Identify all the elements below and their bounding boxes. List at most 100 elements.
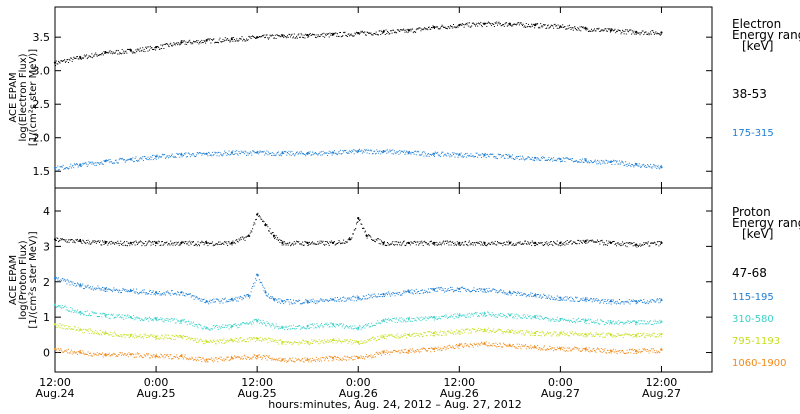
scatter-dot-proton-47-68 bbox=[292, 243, 293, 244]
scatter-dot-proton-115-195 bbox=[75, 283, 76, 284]
scatter-dot-electron-38-53 bbox=[587, 29, 588, 30]
scatter-dot-proton-47-68 bbox=[400, 242, 401, 243]
scatter-dot-electron-175-315 bbox=[409, 151, 410, 152]
scatter-dot-proton-310-580 bbox=[380, 323, 381, 324]
scatter-dot-proton-47-68 bbox=[244, 237, 245, 238]
scatter-dot-proton-795-1193 bbox=[645, 337, 646, 338]
scatter-dot-proton-47-68 bbox=[373, 240, 374, 241]
scatter-dot-proton-795-1193 bbox=[439, 332, 440, 333]
scatter-dot-electron-175-315 bbox=[317, 155, 318, 156]
scatter-dot-proton-115-195 bbox=[172, 290, 173, 291]
scatter-dot-proton-115-195 bbox=[209, 301, 210, 302]
scatter-dot-proton-795-1193 bbox=[414, 336, 415, 337]
scatter-dot-proton-47-68 bbox=[267, 224, 268, 225]
scatter-dot-proton-47-68 bbox=[505, 244, 506, 245]
scatter-dot-electron-175-315 bbox=[235, 151, 236, 152]
scatter-dot-electron-38-53 bbox=[189, 40, 190, 41]
scatter-dot-proton-795-1193 bbox=[177, 336, 178, 337]
scatter-dot-proton-47-68 bbox=[640, 244, 641, 245]
scatter-dot-proton-115-195 bbox=[587, 299, 588, 300]
scatter-dot-proton-795-1193 bbox=[68, 326, 69, 327]
scatter-dot-proton-795-1193 bbox=[547, 332, 548, 333]
scatter-dot-proton-115-195 bbox=[422, 289, 423, 290]
scatter-dot-electron-38-53 bbox=[608, 28, 609, 29]
scatter-dot-proton-47-68 bbox=[386, 245, 387, 246]
scatter-dot-proton-795-1193 bbox=[409, 333, 410, 334]
scatter-dot-electron-175-315 bbox=[185, 154, 186, 155]
scatter-dot-electron-175-315 bbox=[440, 156, 441, 157]
scatter-dot-proton-115-195 bbox=[269, 297, 270, 298]
scatter-dot-electron-175-315 bbox=[470, 156, 471, 157]
scatter-dot-electron-38-53 bbox=[504, 26, 505, 27]
scatter-dot-proton-795-1193 bbox=[444, 332, 445, 333]
scatter-dot-proton-115-195 bbox=[644, 302, 645, 303]
scatter-dot-proton-47-68 bbox=[392, 241, 393, 242]
scatter-dot-proton-795-1193 bbox=[351, 342, 352, 343]
scatter-dot-proton-115-195 bbox=[606, 303, 607, 304]
scatter-dot-proton-47-68 bbox=[275, 237, 276, 238]
scatter-dot-proton-310-580 bbox=[198, 327, 199, 328]
scatter-dot-proton-115-195 bbox=[61, 280, 62, 281]
scatter-dot-proton-115-195 bbox=[153, 291, 154, 292]
scatter-dot-electron-175-315 bbox=[369, 153, 370, 154]
scatter-dot-proton-795-1193 bbox=[287, 342, 288, 343]
scatter-dot-proton-47-68 bbox=[349, 237, 350, 238]
scatter-dot-proton-310-580 bbox=[508, 314, 509, 315]
scatter-dot-electron-175-315 bbox=[195, 156, 196, 157]
scatter-dot-electron-175-315 bbox=[139, 159, 140, 160]
scatter-dot-electron-175-315 bbox=[651, 167, 652, 168]
scatter-dot-proton-47-68 bbox=[487, 244, 488, 245]
scatter-dot-proton-47-68 bbox=[339, 242, 340, 243]
scatter-dot-proton-795-1193 bbox=[572, 331, 573, 332]
scatter-dot-electron-38-53 bbox=[433, 27, 434, 28]
scatter-dot-proton-310-580 bbox=[588, 319, 589, 320]
scatter-dot-electron-175-315 bbox=[249, 153, 250, 154]
scatter-dot-proton-310-580 bbox=[464, 314, 465, 315]
scatter-dot-proton-115-195 bbox=[496, 290, 497, 291]
scatter-dot-proton-47-68 bbox=[565, 241, 566, 242]
scatter-dot-proton-310-580 bbox=[475, 312, 476, 313]
scatter-dot-proton-47-68 bbox=[264, 221, 265, 222]
scatter-dot-proton-115-195 bbox=[535, 293, 536, 294]
scatter-dot-proton-310-580 bbox=[299, 325, 300, 326]
scatter-dot-electron-38-53 bbox=[154, 49, 155, 50]
scatter-dot-proton-115-195 bbox=[548, 297, 549, 298]
scatter-dot-proton-310-580 bbox=[394, 318, 395, 319]
scatter-dot-electron-175-315 bbox=[63, 169, 64, 170]
scatter-dot-proton-47-68 bbox=[439, 242, 440, 243]
scatter-dot-proton-115-195 bbox=[615, 301, 616, 302]
scatter-dot-electron-38-53 bbox=[281, 34, 282, 35]
scatter-dot-proton-310-580 bbox=[133, 315, 134, 316]
scatter-dot-electron-175-315 bbox=[399, 150, 400, 151]
scatter-dot-electron-175-315 bbox=[289, 151, 290, 152]
scatter-dot-proton-795-1193 bbox=[63, 325, 64, 326]
scatter-dot-electron-175-315 bbox=[392, 153, 393, 154]
scatter-dot-electron-175-315 bbox=[404, 150, 405, 151]
scatter-dot-proton-47-68 bbox=[521, 244, 522, 245]
scatter-dot-electron-175-315 bbox=[614, 161, 615, 162]
scatter-dot-proton-310-580 bbox=[403, 321, 404, 322]
scatter-dot-electron-175-315 bbox=[377, 151, 378, 152]
scatter-dot-proton-310-580 bbox=[249, 323, 250, 324]
scatter-dot-electron-38-53 bbox=[524, 27, 525, 28]
scatter-dot-electron-175-315 bbox=[577, 161, 578, 162]
scatter-dot-proton-47-68 bbox=[135, 241, 136, 242]
scatter-dot-proton-115-195 bbox=[561, 299, 562, 300]
scatter-dot-proton-115-195 bbox=[79, 286, 80, 287]
scatter-dot-electron-38-53 bbox=[599, 28, 600, 29]
scatter-dot-proton-115-195 bbox=[329, 300, 330, 301]
scatter-dot-electron-175-315 bbox=[305, 155, 306, 156]
scatter-dot-electron-38-53 bbox=[301, 34, 302, 35]
scatter-dot-electron-38-53 bbox=[405, 30, 406, 31]
scatter-dot-electron-38-53 bbox=[385, 34, 386, 35]
scatter-dot-proton-47-68 bbox=[269, 231, 270, 232]
scatter-dot-proton-795-1193 bbox=[383, 336, 384, 337]
scatter-dot-proton-310-580 bbox=[406, 318, 407, 319]
scatter-dot-proton-47-68 bbox=[295, 244, 296, 245]
scatter-dot-proton-795-1193 bbox=[246, 341, 247, 342]
scatter-dot-proton-310-580 bbox=[335, 327, 336, 328]
scatter-dot-electron-38-53 bbox=[490, 23, 491, 24]
scatter-dot-proton-795-1193 bbox=[101, 333, 102, 334]
scatter-dot-electron-175-315 bbox=[82, 165, 83, 166]
